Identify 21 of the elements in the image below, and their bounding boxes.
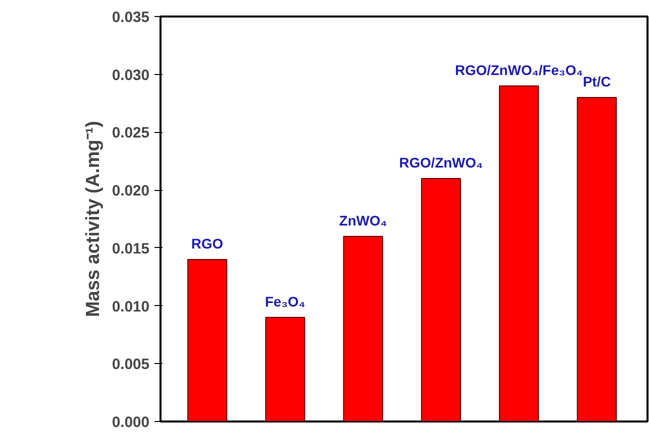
y-tick-label: 0.010 — [112, 298, 150, 316]
x-tick-label: RGO/ZnWO₄ — [399, 154, 483, 170]
y-tick-label: 0.005 — [112, 356, 150, 374]
x-tick-label: ZnWO₄ — [339, 212, 388, 228]
bar — [265, 316, 306, 422]
x-tick-label: RGO — [191, 236, 224, 252]
y-tick-label: 0.025 — [112, 124, 150, 142]
y-tick-label: 0.035 — [112, 9, 150, 26]
x-tick-label: Fe₃O₄ — [264, 293, 306, 310]
y-tick-label: 0.030 — [112, 66, 150, 84]
y-tick-label: 0.015 — [112, 240, 150, 258]
bar — [576, 97, 617, 422]
y-tick-label: 0.020 — [112, 182, 150, 200]
bar — [421, 178, 461, 422]
bar — [187, 259, 228, 422]
y-tick-label: 0.000 — [112, 414, 150, 431]
bar — [343, 236, 384, 422]
x-tick-label: Pt/C — [582, 74, 611, 90]
x-tick-label: RGO/ZnWO₄/Fe₃O₄ — [454, 62, 583, 78]
y-axis-title: Mass activity (A.mg⁻¹) — [82, 120, 104, 318]
bar — [498, 85, 539, 422]
